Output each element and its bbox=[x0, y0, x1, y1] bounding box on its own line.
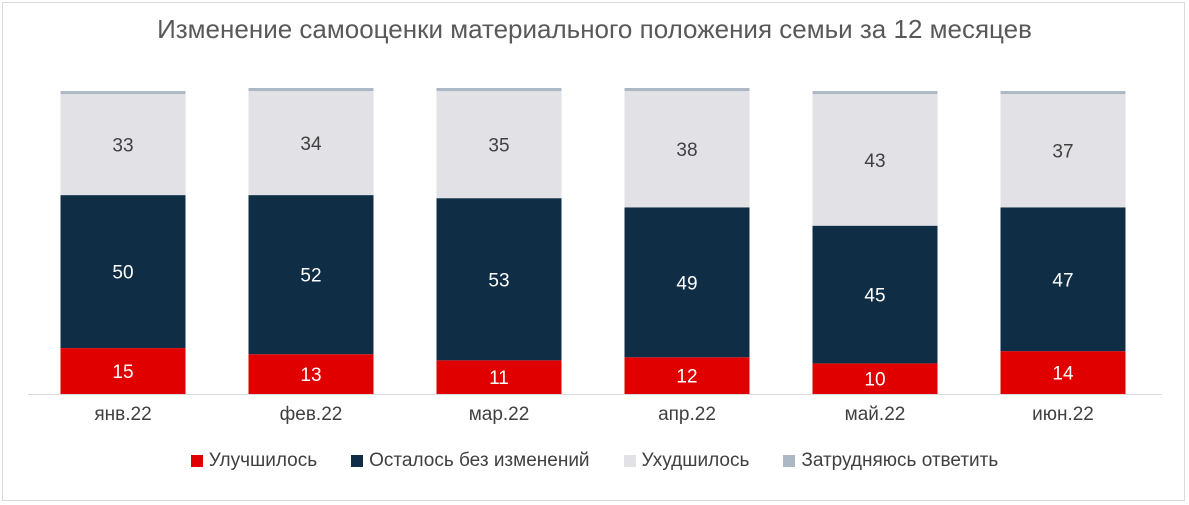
data-label: 37 bbox=[1052, 142, 1073, 163]
data-label: 49 bbox=[676, 273, 697, 294]
bar-segment bbox=[812, 363, 938, 394]
bar-segment bbox=[1000, 351, 1126, 394]
data-label: 50 bbox=[112, 263, 133, 284]
bar-segment bbox=[624, 357, 750, 394]
bar-segment bbox=[436, 360, 562, 394]
legend-item: Осталось без изменений bbox=[351, 450, 590, 472]
data-label: 13 bbox=[300, 365, 321, 386]
bar-segment bbox=[812, 94, 938, 226]
data-label: 38 bbox=[676, 140, 697, 161]
data-label: 14 bbox=[1052, 364, 1074, 385]
bar-segment bbox=[812, 225, 938, 364]
legend-label: Ухудшилось bbox=[641, 450, 750, 471]
data-label: 11 bbox=[489, 368, 509, 389]
data-label: 35 bbox=[488, 136, 509, 157]
data-label: 52 bbox=[300, 266, 321, 287]
bar-segment bbox=[248, 354, 374, 394]
bar-segment bbox=[1000, 207, 1126, 352]
bar-segment bbox=[1000, 94, 1126, 208]
legend-swatch bbox=[783, 455, 796, 467]
bar-segment bbox=[248, 88, 374, 92]
data-label: 12 bbox=[676, 367, 697, 388]
x-tick-label: июн.22 bbox=[1032, 404, 1094, 425]
bar-segment bbox=[60, 348, 186, 394]
x-tick-label: мар.22 bbox=[469, 404, 530, 425]
legend-swatch bbox=[190, 455, 203, 467]
legend-item: Ухудшилось bbox=[623, 450, 750, 472]
bar-segment bbox=[1000, 91, 1126, 95]
data-label: 10 bbox=[864, 370, 885, 391]
legend-label: Затрудняюсь ответить bbox=[801, 450, 999, 471]
legend-swatch bbox=[623, 455, 636, 467]
data-label: 34 bbox=[300, 134, 322, 155]
legend-item: Улучшилось bbox=[190, 450, 318, 472]
x-tick-label: фев.22 bbox=[280, 404, 343, 425]
bar-segment bbox=[624, 88, 750, 92]
bar-segment bbox=[436, 91, 562, 199]
chart-legend: Улучшилось Осталось без изменений Ухудшило… bbox=[0, 450, 1189, 472]
data-label: 33 bbox=[112, 136, 133, 157]
bar-segment bbox=[624, 207, 750, 358]
data-label: 15 bbox=[112, 362, 133, 383]
x-tick-label: янв.22 bbox=[94, 404, 151, 425]
bar-segment bbox=[60, 195, 186, 349]
data-label: 43 bbox=[864, 151, 885, 172]
x-tick-label: май.22 bbox=[845, 404, 906, 425]
bar-segment bbox=[60, 91, 186, 95]
data-label: 47 bbox=[1052, 270, 1073, 291]
chart-title: Изменение самооценки материального полож… bbox=[157, 14, 1032, 44]
data-label: 45 bbox=[864, 286, 885, 307]
bar-segment bbox=[436, 198, 562, 361]
bar-segment bbox=[436, 88, 562, 92]
bar-segment bbox=[60, 94, 186, 196]
bar-segment bbox=[812, 91, 938, 95]
data-label: 53 bbox=[488, 270, 509, 291]
x-tick-label: апр.22 bbox=[658, 404, 716, 425]
legend-swatch bbox=[351, 455, 364, 467]
bar-segment bbox=[248, 91, 374, 196]
legend-item: Затрудняюсь ответить bbox=[783, 450, 998, 472]
bar-segment bbox=[624, 91, 750, 208]
legend-label: Осталось без изменений bbox=[369, 450, 590, 471]
legend-label: Улучшилось bbox=[208, 450, 318, 471]
bar-segment bbox=[248, 195, 374, 355]
